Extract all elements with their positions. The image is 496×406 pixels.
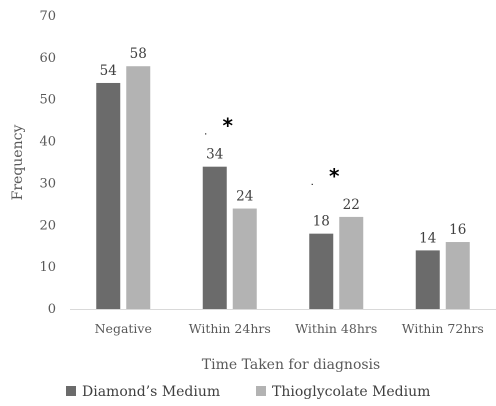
bars xyxy=(96,66,470,309)
legend-label: Thioglycolate Medium xyxy=(272,384,430,400)
x-tick-label: Within 72hrs xyxy=(402,321,484,336)
y-tick-label: 30 xyxy=(39,176,56,191)
annotation-dot: . xyxy=(311,177,314,188)
legend-label: Diamond’s Medium xyxy=(82,384,220,400)
bar-diamonds-2 xyxy=(309,233,334,309)
y-axis-title: Frequency xyxy=(10,125,26,201)
bar-diamonds-1 xyxy=(202,166,227,309)
bar-diamonds-0 xyxy=(96,82,121,309)
x-tick-label: Within 24hrs xyxy=(189,321,271,336)
x-tick-label: Negative xyxy=(95,321,152,336)
annotation-dot: . xyxy=(204,127,207,138)
data-label: 22 xyxy=(343,197,360,213)
x-tick-label: Within 48hrs xyxy=(295,321,377,336)
data-label: 58 xyxy=(130,46,147,62)
bar-thioglycolate-0 xyxy=(126,66,151,309)
y-tick-label: 40 xyxy=(39,135,56,150)
legend-swatch xyxy=(66,386,76,396)
y-tick-label: 0 xyxy=(48,302,56,317)
data-label: 24 xyxy=(236,189,253,205)
bar-thioglycolate-1 xyxy=(232,208,257,309)
bar-thioglycolate-3 xyxy=(445,242,470,309)
data-labels: 54 58 34 24 18 22 14 16 xyxy=(100,46,467,246)
y-tick-label: 50 xyxy=(39,93,56,108)
x-axis-tick-labels: Negative Within 24hrs Within 48hrs Within 7… xyxy=(95,321,484,336)
significance-asterisk: * xyxy=(223,114,234,138)
legend: Diamond’s Medium Thioglycolate Medium xyxy=(66,384,430,400)
y-tick-label: 10 xyxy=(39,260,56,275)
legend-swatch xyxy=(256,386,266,396)
data-label: 54 xyxy=(100,63,117,79)
y-tick-label: 20 xyxy=(39,218,56,233)
y-axis-ticks: 0 10 20 30 40 50 60 70 xyxy=(39,9,56,317)
y-tick-label: 60 xyxy=(39,51,56,66)
significance-asterisk: * xyxy=(329,164,340,188)
data-label: 14 xyxy=(419,230,436,246)
data-label: 16 xyxy=(449,222,466,238)
data-label: 18 xyxy=(313,214,330,230)
annotations: . *. * xyxy=(204,114,340,188)
y-tick-label: 70 xyxy=(39,9,56,24)
x-axis-title: Time Taken for diagnosis xyxy=(202,357,380,373)
bar-diamonds-3 xyxy=(415,250,440,309)
bar-thioglycolate-2 xyxy=(339,216,364,309)
data-label: 34 xyxy=(206,147,223,163)
